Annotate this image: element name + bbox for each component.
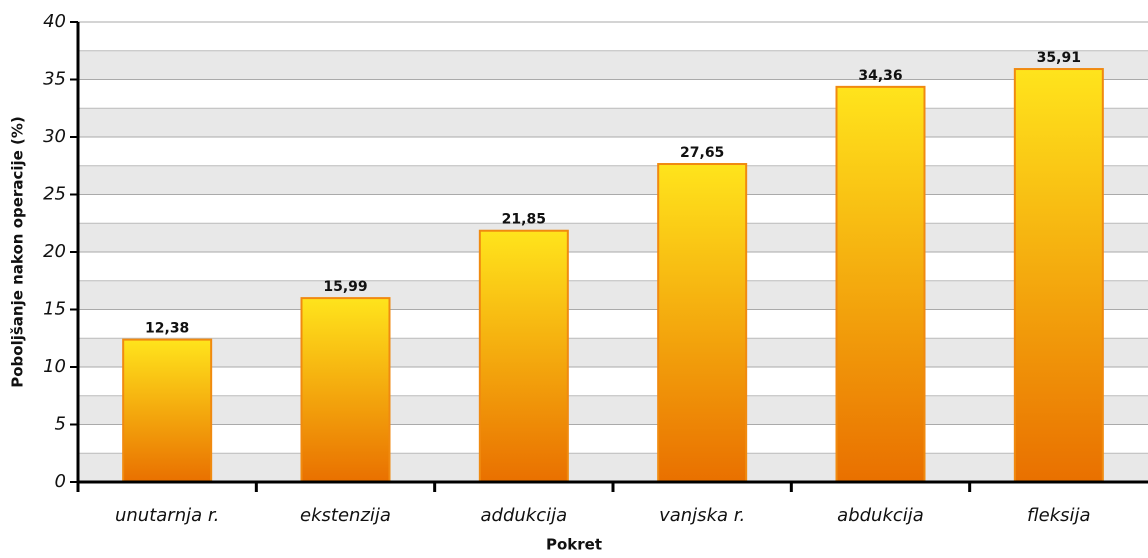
- grid-band: [78, 395, 1148, 425]
- grid-band: [78, 453, 1148, 482]
- value-label: 35,91: [1037, 50, 1081, 66]
- x-tick-label: abdukcija: [837, 505, 924, 526]
- bar: [122, 338, 213, 483]
- bar: [300, 297, 391, 483]
- y-tick-label: 40: [43, 11, 66, 32]
- y-tick-label: 0: [55, 471, 66, 492]
- bar: [835, 85, 926, 484]
- value-label: 34,36: [858, 68, 902, 84]
- y-tick-label: 20: [43, 241, 66, 262]
- bar: [657, 163, 748, 483]
- grid-band: [78, 280, 1148, 310]
- grid-band: [78, 108, 1148, 137]
- x-axis-title: Pokret: [546, 536, 602, 554]
- bar: [1013, 68, 1104, 483]
- y-axis-title: Poboljšanje nakon operacije (%): [9, 116, 27, 388]
- grid-band: [78, 338, 1148, 367]
- y-tick-label: 5: [55, 414, 66, 435]
- y-tick-label: 10: [43, 356, 66, 377]
- value-label: 12,38: [145, 321, 189, 337]
- grid-band: [78, 165, 1148, 195]
- x-tick-label: vanjska r.: [659, 505, 745, 526]
- x-tick-label: addukcija: [481, 505, 568, 526]
- value-label: 21,85: [502, 212, 546, 228]
- x-tick-label: unutarnja r.: [115, 505, 219, 526]
- x-tick-label: fleksija: [1027, 505, 1091, 526]
- x-tick-label: ekstenzija: [300, 505, 391, 526]
- plot-background: [78, 21, 1148, 483]
- y-tick-label: 25: [43, 184, 66, 205]
- y-tick-label: 30: [43, 126, 66, 147]
- value-label: 15,99: [323, 279, 367, 295]
- bar: [478, 229, 569, 483]
- grid-band: [78, 50, 1148, 80]
- y-tick-label: 15: [43, 299, 66, 320]
- grid-band: [78, 223, 1148, 252]
- y-tick-label: 35: [43, 69, 66, 90]
- value-label: 27,65: [680, 145, 724, 161]
